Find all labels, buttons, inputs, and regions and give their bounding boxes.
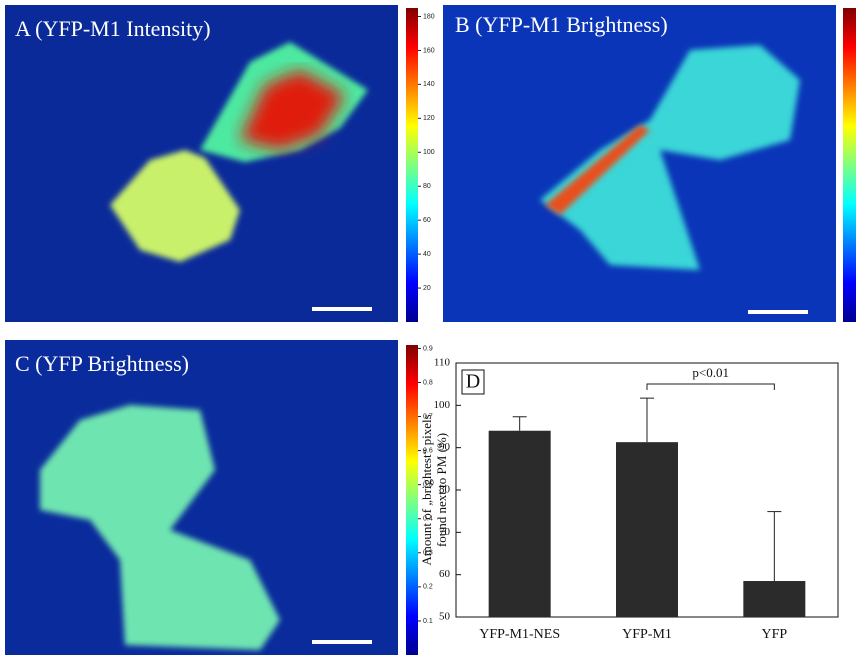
- colorbar-tick-label: 60: [423, 217, 431, 224]
- bar: [489, 431, 551, 617]
- colorbar-tick-label: 0.6: [423, 447, 433, 454]
- x-tick-label: YFP-M1-NES: [479, 627, 560, 642]
- colorbar-tick-label: 0.8: [423, 379, 433, 386]
- colorbar-tick-label: 0.2: [423, 584, 433, 591]
- image-b: [443, 5, 836, 322]
- colorbar-tick-label: 180: [423, 13, 435, 20]
- x-tick-label: YFP-M1: [622, 627, 672, 642]
- colorbar-tick-label: 0.5: [423, 482, 433, 489]
- bar: [616, 442, 678, 617]
- colorbar-tick-label: 0.7: [423, 413, 433, 420]
- colorbar-b: [843, 8, 856, 322]
- panel-label: A (YFP-M1 Intensity): [15, 16, 211, 41]
- colorbar-tick-label: 140: [423, 81, 435, 88]
- y-tick-label: 70: [439, 526, 451, 538]
- y-axis-label: Amount of „brightest“ pixels: [419, 414, 434, 565]
- y-tick-label: 100: [434, 399, 451, 411]
- annotation: p<0.01: [692, 365, 729, 380]
- colorbar-tick-label: 0.4: [423, 516, 433, 523]
- panel-label: C (YFP Brightness): [15, 351, 189, 376]
- bar: [743, 581, 805, 617]
- panel-label: B (YFP-M1 Brightness): [455, 12, 668, 37]
- y-tick-label: 60: [439, 568, 451, 580]
- image-c: [5, 340, 398, 655]
- colorbar-tick-label: 0.9: [423, 345, 433, 352]
- y-tick-label: 50: [439, 611, 451, 623]
- y-tick-label: 80: [439, 484, 451, 496]
- colorbar-c: [406, 345, 418, 655]
- figure: A (YFP-M1 Intensity) B (YFP-M1 Brightnes…: [0, 0, 856, 660]
- panel-label: D: [466, 371, 480, 393]
- colorbar-tick-label: 80: [423, 183, 431, 190]
- colorbar-tick-label: 20: [423, 285, 431, 292]
- colorbar-tick-label: 120: [423, 115, 435, 122]
- x-tick-label: YFP: [761, 627, 787, 642]
- colorbar-tick-label: 160: [423, 47, 435, 54]
- colorbar-tick-label: 0.3: [423, 550, 433, 557]
- y-tick-label: 110: [434, 357, 451, 369]
- colorbar-a: [406, 8, 418, 322]
- image-a: [5, 5, 398, 322]
- colorbar-tick-label: 40: [423, 251, 431, 258]
- colorbar-tick-label: 100: [423, 149, 435, 156]
- y-tick-label: 90: [439, 441, 451, 453]
- colorbar-tick-label: 0.1: [423, 618, 433, 625]
